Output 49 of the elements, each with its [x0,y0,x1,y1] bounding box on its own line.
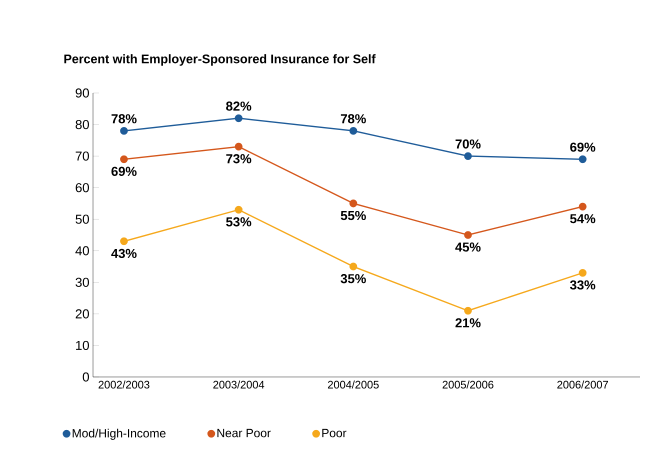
x-tick-label: 2004/2005 [328,380,379,389]
data-label: 55% [340,210,366,220]
y-tick-label: 0 [82,372,89,382]
y-tick-label: 30 [76,278,89,287]
data-label: 21% [455,318,481,328]
point [120,155,128,164]
x-tick-label: 2006/2007 [557,380,608,389]
point [578,155,587,164]
legend-label: Near Poor [217,428,271,438]
y-tick-label: 70 [76,152,89,161]
point [120,237,128,246]
data-label: 45% [455,242,481,252]
y-tick-label: 80 [76,120,89,130]
legend-label: Poor [322,428,346,438]
point [234,206,243,214]
data-label: 53% [226,217,252,226]
point [578,268,587,277]
point [234,114,243,122]
y-tick-label: 10 [76,340,89,350]
y-tick-label: 50 [76,214,89,224]
data-label: 73% [226,154,252,164]
x-tick-label: 2002/2003 [98,380,150,389]
legend-label: Mod/High-Income [72,428,166,440]
chart-title: Percent with Employer-Sponsored Insurance for Self [64,54,376,66]
data-label: 43% [111,248,137,258]
point [578,202,587,210]
data-label: 78% [340,114,366,124]
y-tick-label: 90 [76,88,89,98]
point [120,126,128,135]
point [234,142,243,151]
data-label: 69% [111,166,137,176]
data-label: 54% [570,214,596,224]
point [349,262,358,270]
data-label: 33% [570,280,596,290]
data-label: 78% [112,114,137,124]
y-tick-label: 60 [76,183,89,192]
point [349,200,358,208]
data-label: 69% [570,142,596,152]
y-tick-label: 40 [75,246,89,256]
point [464,152,472,160]
y-tick-label: 20 [76,309,89,318]
x-tick-label: 2003/2004 [213,380,264,389]
point [349,126,358,135]
point [464,306,472,315]
x-tick-label: 2005/2006 [442,380,494,389]
data-label: 82% [226,102,252,111]
data-label: 70% [456,139,481,149]
point [464,231,472,239]
data-label: 35% [340,274,366,284]
